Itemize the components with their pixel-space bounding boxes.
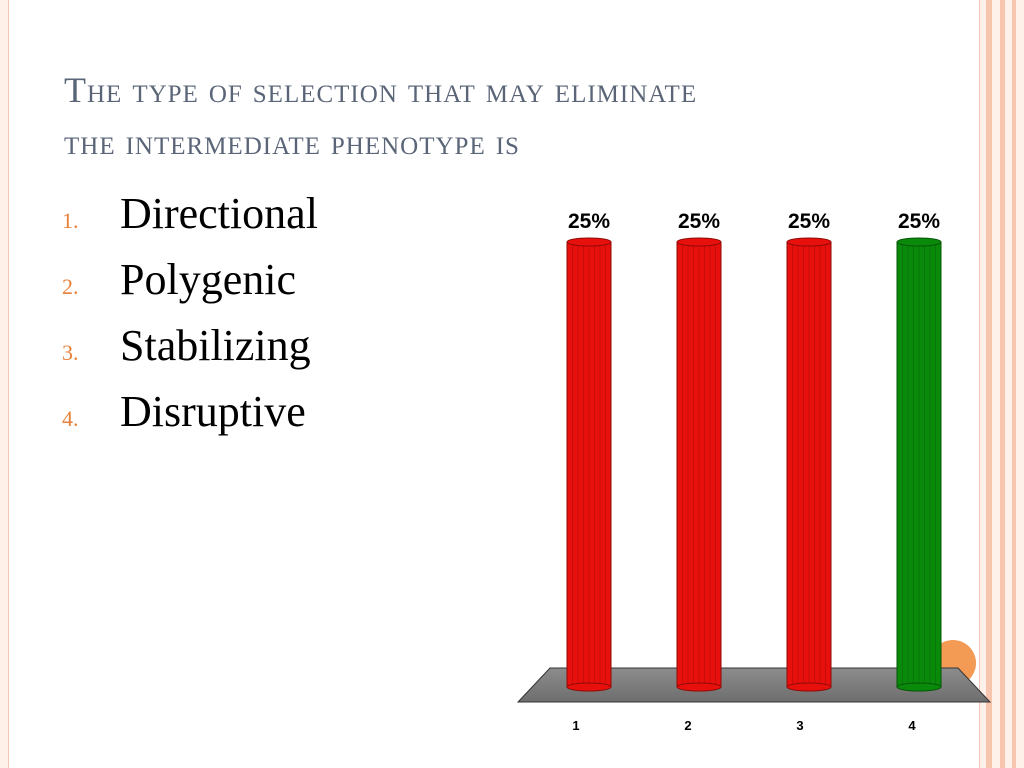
- bar-4: [896, 237, 942, 692]
- slide-title: The type of selection that may eliminate…: [64, 64, 924, 168]
- bar-3: [786, 237, 832, 692]
- option-label: Disruptive: [120, 387, 306, 436]
- data-label: 25%: [678, 210, 720, 233]
- x-tick-label: 1: [572, 718, 579, 733]
- border-stripe: [986, 0, 992, 768]
- data-label: 25%: [898, 210, 940, 233]
- bar-2: [676, 237, 722, 692]
- option-label: Directional: [120, 189, 318, 238]
- option-label: Stabilizing: [120, 321, 311, 370]
- option-number: 3.: [62, 340, 79, 365]
- option-item[interactable]: 4. Disruptive: [62, 386, 318, 452]
- option-number: 1.: [62, 208, 79, 233]
- x-tick-label: 4: [908, 718, 916, 733]
- data-label: 25%: [568, 210, 610, 233]
- answer-options: 1. Directional 2. Polygenic 3. Stabilizi…: [62, 188, 318, 452]
- option-label: Polygenic: [120, 255, 296, 304]
- data-label: 25%: [788, 210, 830, 233]
- option-item[interactable]: 3. Stabilizing: [62, 320, 318, 386]
- option-number: 2.: [62, 274, 79, 299]
- option-item[interactable]: 1. Directional: [62, 188, 318, 254]
- title-line-1: The type of selection that may eliminate: [64, 70, 698, 110]
- title-line-2: the intermediate phenotype is: [64, 122, 520, 162]
- border-stripe: [1012, 0, 1016, 768]
- response-chart: 25% 1 25% 2 25% 3 25% 4: [516, 210, 992, 733]
- x-tick-label: 3: [796, 718, 803, 733]
- x-tick-label: 2: [684, 718, 691, 733]
- option-item[interactable]: 2. Polygenic: [62, 254, 318, 320]
- bar-1: [566, 237, 612, 692]
- border-stripe: [1000, 0, 1005, 768]
- option-number: 4.: [62, 406, 79, 431]
